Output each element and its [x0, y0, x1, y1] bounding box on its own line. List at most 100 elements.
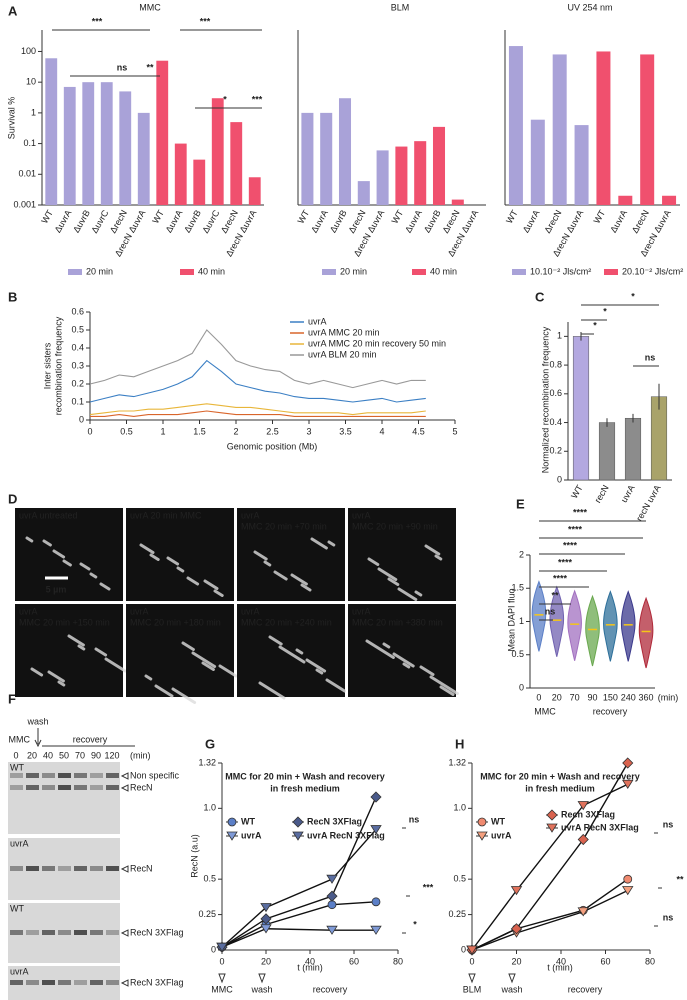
y-tick-label: 0.25: [448, 909, 466, 919]
marker: [216, 942, 228, 952]
bar: [230, 122, 243, 205]
cell: [181, 641, 195, 651]
violin: [638, 596, 654, 669]
time-label: 90: [91, 750, 101, 760]
time-label: 70: [75, 750, 85, 760]
significance: ****: [553, 573, 568, 583]
band: [90, 980, 103, 985]
x-tick-label: ΔuvrA: [53, 208, 74, 234]
marker: [577, 907, 589, 917]
panel-label: G: [205, 736, 215, 751]
bar: [662, 195, 677, 205]
chart-title: MMC: [139, 2, 161, 12]
x-tick-label: uvrA: [619, 483, 637, 504]
panel-label: C: [535, 289, 545, 304]
cell: [424, 544, 441, 556]
legend-label: RecN 3XFlag: [307, 816, 362, 826]
cell: [191, 651, 217, 668]
y-tick-label: 10: [26, 77, 36, 87]
cell: [30, 667, 44, 677]
micrograph-label: MMC 20 min +180 min: [130, 617, 221, 627]
bar: [63, 86, 76, 205]
x-tick-label: 0: [536, 692, 541, 702]
wash-label: wash: [26, 716, 48, 726]
legend-swatch: [68, 269, 82, 275]
marker: [326, 890, 338, 902]
band: [58, 930, 71, 935]
marker: [546, 823, 558, 833]
y-tick-label: 0: [519, 682, 524, 692]
x-axis-label: Genomic position (Mb): [227, 441, 318, 451]
y-tick-label: 0.4: [71, 342, 84, 352]
y-tick-label: 0: [79, 414, 84, 424]
legend-label: WT: [241, 816, 255, 826]
cell: [201, 661, 215, 671]
x-tick-label: 80: [393, 956, 403, 966]
strain-label: uvrA: [10, 966, 29, 976]
band: [42, 980, 55, 985]
cell: [290, 573, 308, 586]
bar: [451, 199, 464, 205]
band: [10, 980, 23, 985]
legend-label: uvrA RecN 3XFlag: [307, 830, 385, 840]
marker: [622, 779, 634, 790]
micrograph: [15, 604, 123, 697]
y-tick-label: 0.5: [453, 874, 466, 884]
time-label: 0: [13, 750, 18, 760]
y-tick-label: 2: [519, 549, 524, 559]
band: [26, 785, 39, 790]
significance: *: [603, 306, 607, 316]
y-tick-label: 0.001: [13, 199, 36, 209]
line: [90, 410, 426, 417]
panel-label: A: [8, 3, 18, 18]
marker: [577, 801, 589, 811]
x-tick-label: 360: [639, 692, 654, 702]
timeline-label: MMC: [534, 706, 556, 716]
y-tick-label: 0.5: [71, 324, 84, 334]
cell: [315, 668, 324, 675]
x-tick-label: 20: [552, 692, 562, 702]
cell: [253, 550, 268, 561]
strain-label: uvrA: [10, 838, 29, 848]
marker: [226, 831, 238, 841]
cell: [176, 566, 185, 573]
significance: ****: [563, 540, 578, 550]
timeline-label: wash: [250, 984, 272, 994]
significance: ***: [423, 882, 434, 892]
y-axis-label: RecN (a.u): [189, 834, 199, 878]
bar: [119, 91, 132, 205]
cell: [419, 665, 435, 676]
y-axis-label: Normalized recombination frequency: [540, 326, 550, 473]
cell: [295, 648, 304, 655]
bar: [530, 119, 545, 205]
band: [26, 980, 39, 985]
line: [471, 762, 629, 951]
band-arrow: [120, 784, 129, 792]
band: [106, 773, 119, 778]
y-tick-label: 0.5: [511, 649, 524, 659]
band: [42, 930, 55, 935]
strain-label: WT: [10, 903, 24, 913]
significance: **: [146, 62, 154, 72]
cell: [25, 536, 34, 543]
band: [74, 785, 87, 790]
x-tick-label: WT: [39, 208, 55, 226]
band: [26, 773, 39, 778]
treatment-label: MMC: [9, 734, 31, 744]
bar: [100, 82, 113, 205]
violin: [585, 594, 600, 667]
panel-label: H: [455, 736, 464, 751]
legend-swatch: [604, 269, 618, 275]
x-tick-label: 3: [306, 426, 311, 436]
x-tick-label: ΔuvrA: [403, 208, 424, 234]
cell: [429, 675, 459, 695]
significance: ***: [252, 94, 263, 104]
timeline-label: BLM: [463, 984, 482, 994]
timeline-arrow: [508, 973, 516, 984]
band-arrow: [120, 772, 129, 780]
cell: [325, 678, 347, 693]
x-tick-label: recN: [593, 483, 611, 504]
time-label: 50: [59, 750, 69, 760]
y-tick-label: 1: [557, 331, 562, 341]
x-tick-label: 2: [233, 426, 238, 436]
